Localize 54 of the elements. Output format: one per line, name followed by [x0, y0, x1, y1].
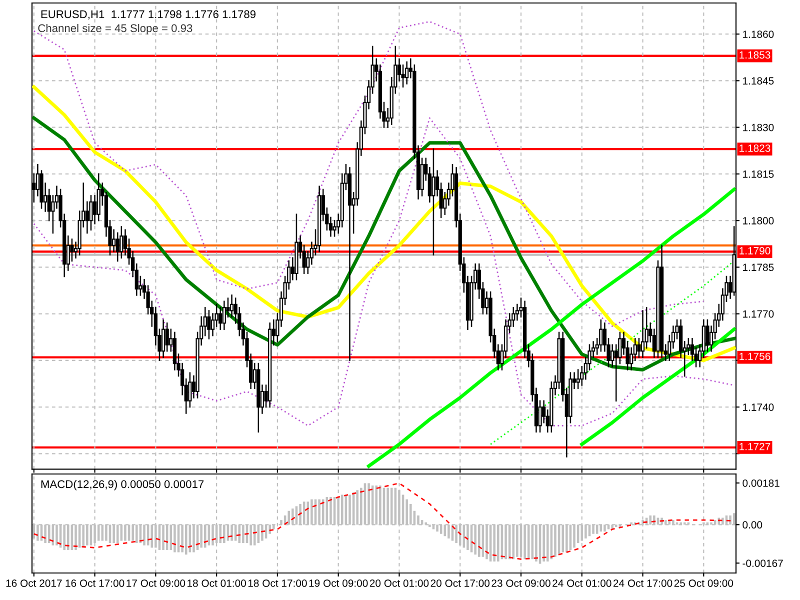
- candlestick: [207, 310, 211, 340]
- line-series: [580, 328, 736, 446]
- ref-line-label: 1.1727: [740, 442, 770, 450]
- candlestick: [222, 300, 226, 330]
- y-tick-label: 1.1770: [743, 310, 774, 318]
- line-series: [367, 188, 736, 468]
- candlestick: [89, 195, 93, 231]
- x-tick-label: 25 Oct 09:00: [674, 580, 734, 587]
- candlestick: [706, 319, 710, 352]
- x-tick-label: 17 Oct 09:00: [126, 580, 186, 587]
- candlestick: [637, 338, 641, 358]
- x-tick-label: 16 Oct 2017: [6, 580, 62, 587]
- line-series: [33, 117, 735, 426]
- candlestick: [432, 148, 436, 256]
- candlestick: [161, 319, 166, 358]
- text: Channel size = 45 Slope = 0.93: [38, 24, 192, 34]
- ref-line-label: 1.1823: [740, 144, 770, 152]
- y-tick-label: 0.00: [742, 521, 762, 529]
- x-tick-label: 20 Oct 01:00: [370, 580, 429, 587]
- x-tick-label: 24 Oct 17:00: [613, 580, 672, 587]
- ref-line-label: 1.1853: [740, 51, 770, 59]
- y-tick-label: 1.1800: [743, 217, 774, 224]
- y-tick-label: 0.00181: [742, 479, 780, 487]
- ref-line-label: 1.1790: [740, 247, 770, 254]
- y-tick-label: 1.1830: [743, 124, 774, 132]
- candlestick: [599, 319, 603, 352]
- candlestick: [230, 294, 234, 318]
- y-tick-label: 1.1815: [743, 170, 774, 178]
- candlestick: [70, 238, 74, 262]
- candlestick: [112, 229, 116, 252]
- line-series: [33, 20, 704, 327]
- text: EURUSD,H1 1.1777 1.1798 1.1776 1.1789: [41, 10, 256, 20]
- candlestick: [120, 226, 124, 258]
- candlestick: [85, 201, 89, 234]
- candlestick: [165, 322, 169, 352]
- candlestick: [405, 61, 409, 84]
- y-tick-label: 1.1740: [743, 404, 774, 411]
- candlestick: [576, 369, 580, 390]
- y-tick-label: 1.1785: [743, 264, 774, 272]
- ref-line-label: 1.1756: [740, 352, 770, 360]
- text: MACD(12,26,9) 0.00050 0.00017: [41, 480, 204, 490]
- x-tick-label: 23 Oct 09:00: [492, 580, 550, 587]
- x-tick-label: 20 Oct 17:00: [430, 580, 490, 587]
- x-tick-label: 16 Oct 17:00: [66, 580, 124, 587]
- y-tick-label: 1.1845: [743, 77, 774, 85]
- x-tick-label: 19 Oct 09:00: [309, 580, 368, 587]
- candlestick: [218, 306, 222, 330]
- candlestick: [116, 232, 120, 262]
- y-tick-label: 1.1860: [743, 30, 774, 38]
- candlestick: [640, 310, 645, 358]
- x-tick-label: 24 Oct 01:00: [552, 580, 612, 587]
- y-tick-label: -0.00167: [742, 560, 783, 567]
- x-tick-label: 18 Oct 01:00: [188, 580, 246, 587]
- x-tick-label: 18 Oct 17:00: [248, 580, 307, 587]
